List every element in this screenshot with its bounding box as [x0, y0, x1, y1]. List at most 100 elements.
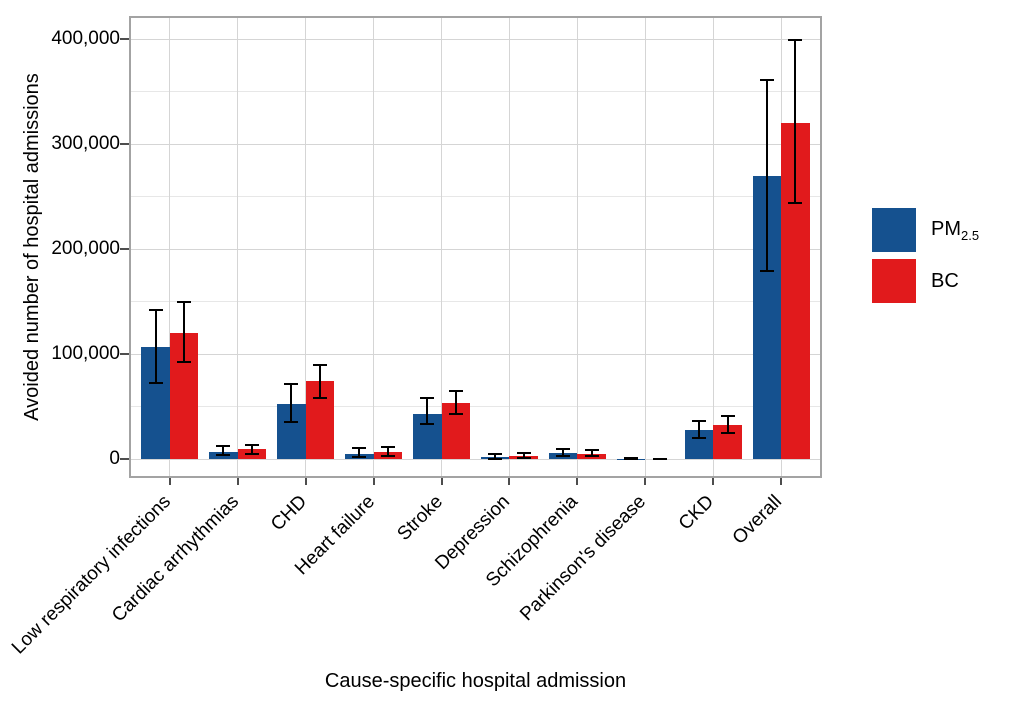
gridline-minor — [131, 91, 820, 92]
error-bar-line — [765, 78, 768, 272]
error-bar-cap-bottom — [352, 456, 367, 459]
gridline-vertical — [576, 18, 578, 476]
error-bar-cap-top — [692, 420, 707, 423]
gridline-major — [131, 38, 820, 40]
x-axis-tick — [780, 478, 783, 485]
error-bar-line — [290, 383, 293, 424]
error-bar-cap-top — [488, 452, 503, 455]
error-bar-line — [154, 308, 157, 385]
error-bar-cap-bottom — [244, 452, 259, 455]
error-bar-cap-top — [584, 448, 599, 451]
error-bar-cap-top — [380, 445, 395, 448]
error-bar-cap-top — [516, 452, 531, 455]
plot-panel — [129, 16, 822, 478]
gridline-vertical — [169, 18, 171, 476]
x-axis-tick — [304, 478, 307, 485]
error-bar-cap-bottom — [420, 423, 435, 426]
error-bar-cap-bottom — [584, 455, 599, 458]
error-bar-cap-bottom — [788, 201, 803, 204]
error-bar-cap-top — [216, 444, 231, 447]
gridline-vertical — [644, 18, 646, 476]
error-bar-line — [454, 389, 457, 415]
error-bar-cap-bottom — [759, 270, 774, 272]
error-bar-cap-bottom — [624, 458, 639, 461]
y-axis-tick — [120, 353, 129, 355]
legend-label-pm25: PM2.5 — [931, 218, 979, 243]
y-axis-tick — [120, 248, 129, 250]
error-bar-cap-bottom — [312, 397, 327, 400]
error-bar-line — [318, 364, 321, 400]
y-axis-tick-label: 400,000 — [51, 28, 120, 49]
gridline-major — [131, 143, 820, 145]
legend-swatch-bc-icon — [872, 259, 916, 303]
error-bar-line — [590, 448, 593, 458]
gridline-vertical — [305, 18, 307, 476]
error-bar-line — [494, 452, 497, 460]
error-bar-cap-top — [312, 364, 327, 367]
gridline-vertical — [508, 18, 510, 476]
gridline-vertical — [712, 18, 714, 476]
x-axis-tick — [236, 478, 239, 485]
legend-entry-pm25: PM2.5 — [872, 208, 979, 252]
gridline-major — [131, 248, 820, 250]
x-axis-tick — [576, 478, 579, 485]
gridline-vertical — [237, 18, 239, 476]
x-axis-tick — [712, 478, 715, 485]
error-bar-cap-top — [177, 301, 191, 304]
error-bar-line — [698, 420, 701, 439]
x-axis-tick — [440, 478, 443, 485]
y-axis-tick-label: 200,000 — [51, 238, 120, 259]
error-bar-cap-bottom — [216, 453, 231, 456]
y-axis-tick — [120, 38, 129, 40]
error-bar-cap-top — [788, 38, 803, 41]
y-axis-tick — [120, 143, 129, 145]
gridline-major — [131, 458, 820, 460]
legend-label-bc-text: BC — [931, 269, 959, 292]
y-axis-tick — [120, 458, 129, 460]
gridline-vertical — [373, 18, 375, 476]
error-bar-line — [222, 444, 225, 456]
error-bar-cap-bottom — [177, 361, 191, 364]
legend: PM2.5 BC — [872, 208, 979, 310]
error-bar-cap-top — [720, 414, 735, 417]
error-bar-line — [183, 301, 185, 364]
error-bar-cap-top — [148, 308, 163, 311]
error-bar-cap-bottom — [488, 457, 503, 460]
error-bar-line — [358, 446, 361, 459]
gridline-minor — [131, 196, 820, 197]
error-bar-cap-bottom — [148, 382, 163, 385]
gridline-vertical — [441, 18, 443, 476]
x-axis-tick — [168, 478, 171, 485]
error-bar-cap-top — [556, 447, 571, 450]
error-bar-cap-top — [352, 446, 367, 449]
error-bar-cap-bottom — [720, 431, 735, 434]
legend-entry-bc: BC — [872, 259, 979, 303]
error-bar-cap-bottom — [692, 436, 707, 439]
error-bar-cap-bottom — [448, 412, 463, 415]
error-bar-line — [426, 396, 429, 426]
error-bar-cap-top — [284, 383, 299, 386]
error-bar-cap-bottom — [284, 421, 299, 424]
error-bar-cap-bottom — [380, 454, 395, 457]
error-bar-line — [726, 414, 729, 434]
legend-label-pm25-subscript: 2.5 — [961, 227, 980, 243]
legend-label-bc: BC — [931, 270, 959, 293]
y-axis-tick-label: 100,000 — [51, 343, 120, 364]
error-bar-cap-top — [420, 396, 435, 399]
gridline-minor — [131, 406, 820, 407]
error-bar-line — [562, 447, 565, 458]
error-bar-cap-bottom — [516, 457, 531, 460]
x-axis-tick — [508, 478, 511, 485]
legend-swatch-pm25-icon — [872, 208, 916, 252]
error-bar-line — [794, 38, 797, 204]
error-bar-cap-bottom — [652, 458, 667, 461]
error-bar-line — [250, 443, 253, 455]
error-bar-cap-top — [244, 443, 259, 446]
error-bar-line — [386, 445, 389, 457]
legend-label-pm25-text: PM — [931, 217, 961, 240]
error-bar-cap-bottom — [556, 455, 571, 458]
y-axis-tick-label: 300,000 — [51, 133, 120, 154]
x-axis-tick — [644, 478, 647, 485]
gridline-major — [131, 353, 820, 355]
